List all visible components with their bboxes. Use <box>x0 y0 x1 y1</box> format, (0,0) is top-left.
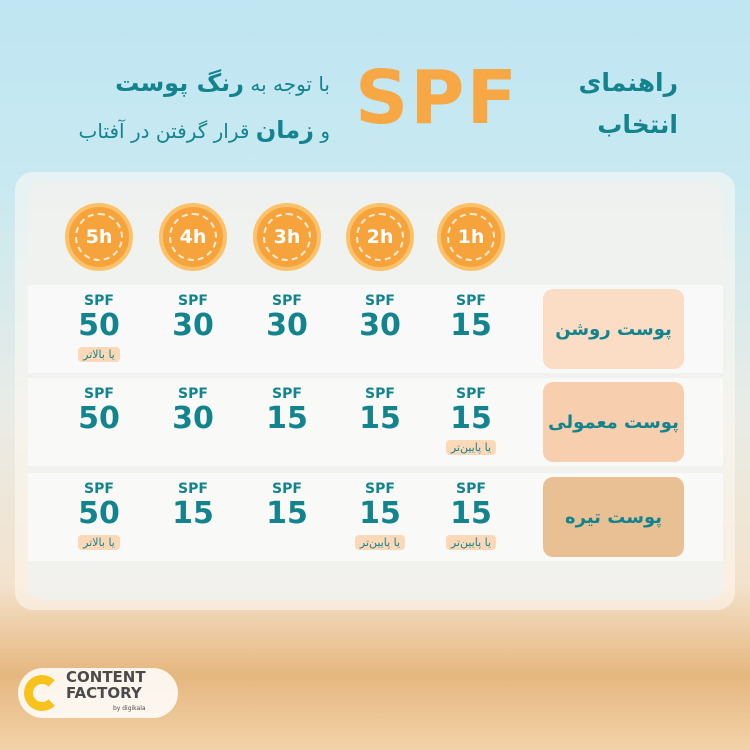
spf-value: 15 <box>359 496 401 531</box>
spf-value: 15 <box>266 401 308 436</box>
spf-value: 15 <box>450 496 492 531</box>
title-line-2: انتخاب <box>597 110 678 139</box>
skin-label: پوست تیره <box>543 477 684 557</box>
spf-prefix: SPF <box>456 293 486 309</box>
spf-cell: SPF 15 یا پایین‌تر <box>335 481 425 550</box>
spf-cell: SPF 15 <box>426 293 516 343</box>
spf-cell: SPF 50 یا بالاتر <box>54 481 144 550</box>
spf-value: 30 <box>172 401 214 436</box>
spf-note: یا بالاتر <box>78 347 120 362</box>
hour-label: 3h <box>273 226 301 248</box>
spf-note: یا بالاتر <box>78 535 120 550</box>
spf-cell: SPF 15 <box>242 481 332 531</box>
spf-value: 15 <box>359 401 401 436</box>
subtitle-1a: با توجه به <box>250 72 330 96</box>
spf-prefix: SPF <box>272 293 302 309</box>
skin-label: پوست معمولی <box>543 382 684 462</box>
spf-heading: SPF <box>355 55 520 141</box>
spf-cell: SPF 15 <box>335 386 425 436</box>
spf-prefix: SPF <box>365 293 395 309</box>
spf-note: یا پایین‌تر <box>354 535 406 550</box>
subtitle-2a: و <box>320 119 330 143</box>
guide-title: راهنمای انتخاب <box>578 62 678 146</box>
spf-prefix: SPF <box>365 481 395 497</box>
spf-prefix: SPF <box>272 481 302 497</box>
spf-prefix: SPF <box>178 481 208 497</box>
hour-label: 4h <box>179 226 207 248</box>
spf-cell: SPF 30 <box>148 386 238 436</box>
spf-value: 50 <box>78 308 120 343</box>
spf-prefix: SPF <box>84 481 114 497</box>
spf-prefix: SPF <box>272 386 302 402</box>
title-line-1: راهنمای <box>578 68 678 97</box>
spf-value: 30 <box>266 308 308 343</box>
spf-cell: SPF 30 <box>242 293 332 343</box>
spf-prefix: SPF <box>84 386 114 402</box>
spf-cell: SPF 50 <box>54 386 144 436</box>
spf-cell: SPF 50 یا بالاتر <box>54 293 144 362</box>
spf-value: 15 <box>266 496 308 531</box>
spf-cell: SPF 15 <box>148 481 238 531</box>
subtitle: با توجه به رنگ پوست و زمان قرار گرفتن در… <box>79 60 330 154</box>
logo-by: by digikala <box>112 705 146 712</box>
hour-label: 2h <box>366 226 394 248</box>
spf-value: 30 <box>359 308 401 343</box>
subtitle-2b: زمان <box>255 116 314 144</box>
logo-line2: FACTORY <box>66 684 142 702</box>
spf-note: یا پایین‌تر <box>445 535 497 550</box>
spf-cell: SPF 15 یا پایین‌تر <box>426 386 516 455</box>
spf-cell: SPF 15 <box>242 386 332 436</box>
spf-prefix: SPF <box>178 386 208 402</box>
clock-5h-icon: 5h <box>65 203 133 271</box>
logo-c-icon <box>24 675 60 711</box>
spf-value: 50 <box>78 401 120 436</box>
spf-value: 15 <box>450 401 492 436</box>
spf-prefix: SPF <box>365 386 395 402</box>
content-factory-logo: CONTENT FACTORY by digikala <box>18 668 178 718</box>
clock-4h-icon: 4h <box>159 203 227 271</box>
clock-2h-icon: 2h <box>346 203 414 271</box>
spf-cell: SPF 30 <box>148 293 238 343</box>
clock-3h-icon: 3h <box>253 203 321 271</box>
logo-line1: CONTENT <box>66 668 146 686</box>
spf-cell: SPF 30 <box>335 293 425 343</box>
spf-cell: SPF 15 یا پایین‌تر <box>426 481 516 550</box>
skin-label: پوست روشن <box>543 289 684 369</box>
clock-1h-icon: 1h <box>437 203 505 271</box>
subtitle-2c: قرار گرفتن در آفتاب <box>78 119 250 143</box>
spf-prefix: SPF <box>178 293 208 309</box>
spf-value: 15 <box>172 496 214 531</box>
spf-prefix: SPF <box>456 386 486 402</box>
spf-note: یا پایین‌تر <box>445 440 497 455</box>
spf-prefix: SPF <box>456 481 486 497</box>
spf-value: 50 <box>78 496 120 531</box>
spf-value: 15 <box>450 308 492 343</box>
subtitle-1b: رنگ پوست <box>115 69 244 97</box>
hour-label: 1h <box>457 226 485 248</box>
hour-label: 5h <box>85 226 113 248</box>
spf-value: 30 <box>172 308 214 343</box>
spf-prefix: SPF <box>84 293 114 309</box>
